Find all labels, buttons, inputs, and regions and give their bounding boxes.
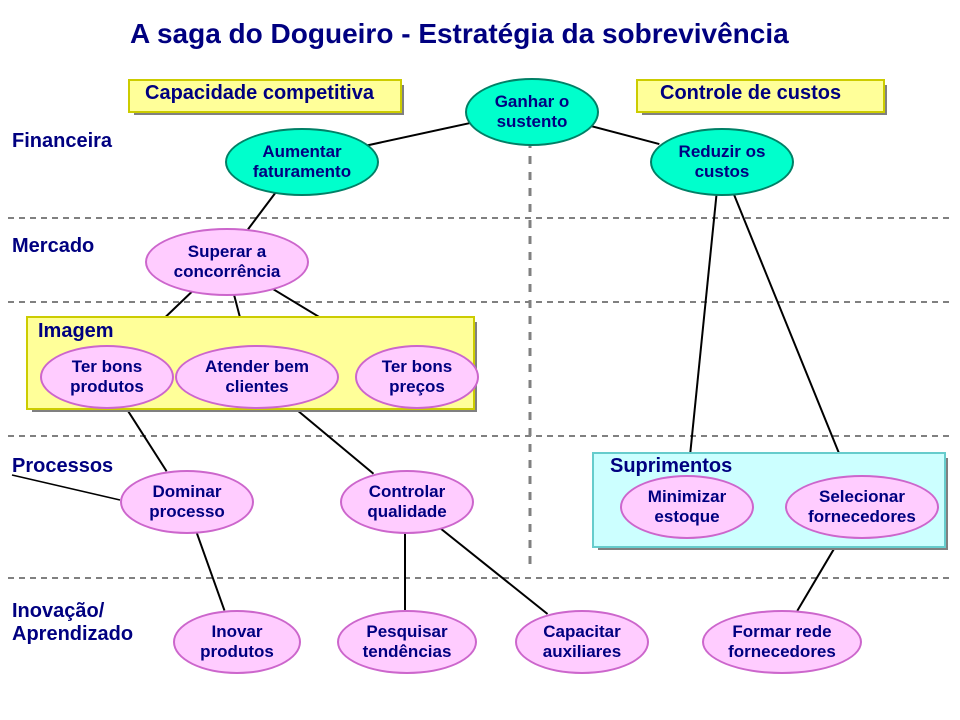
section-label-ino: Inovação/ Aprendizado (12, 600, 133, 646)
node-capa: Capacitar auxiliares (515, 610, 649, 674)
node-for: Formar rede fornecedores (702, 610, 862, 674)
node-sel: Selecionar fornecedores (785, 475, 939, 539)
node-abc: Atender bem clientes (175, 345, 339, 409)
diagram-title: A saga do Dogueiro - Estratégia da sobre… (130, 18, 789, 50)
box-label-ctrl: Controle de custos (660, 82, 841, 105)
node-pes: Pesquisar tendências (337, 610, 477, 674)
section-label-img: Imagem (38, 320, 114, 343)
node-dom: Dominar processo (120, 470, 254, 534)
section-label-mer: Mercado (12, 235, 94, 258)
node-inov: Inovar produtos (173, 610, 301, 674)
node-cq: Controlar qualidade (340, 470, 474, 534)
section-label-pro: Processos (12, 455, 113, 478)
node-gan: Ganhar o sustento (465, 78, 599, 146)
section-label-fin: Financeira (12, 130, 112, 153)
box-label-cap: Capacidade competitiva (145, 82, 374, 105)
section-label-sup: Suprimentos (610, 455, 732, 478)
node-red: Reduzir os custos (650, 128, 794, 196)
node-aum: Aumentar faturamento (225, 128, 379, 196)
node-supc: Superar a concorrência (145, 228, 309, 296)
node-tbp: Ter bons produtos (40, 345, 174, 409)
node-tpr: Ter bons preços (355, 345, 479, 409)
node-min: Minimizar estoque (620, 475, 754, 539)
